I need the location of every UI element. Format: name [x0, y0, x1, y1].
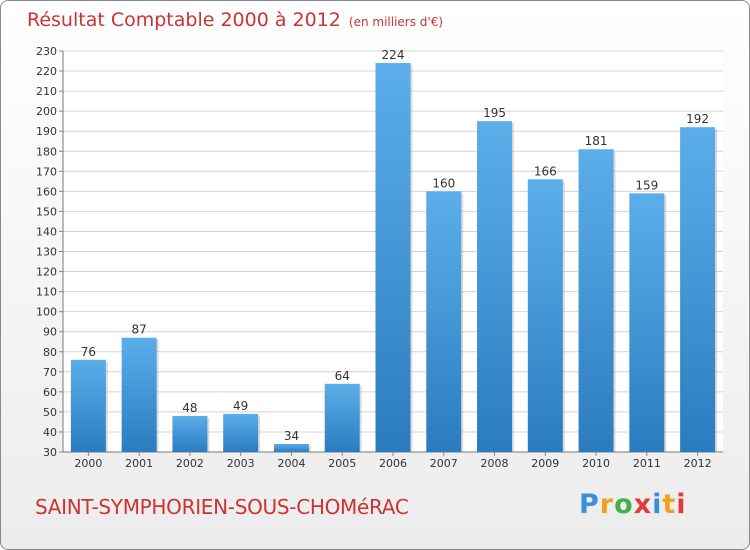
x-tick-label: 2002 — [176, 457, 204, 470]
bar — [477, 121, 513, 453]
proxiti-logo: Proxiti — [579, 489, 687, 520]
bar — [426, 191, 462, 452]
bar-value-label: 181 — [585, 134, 608, 148]
x-tick-label: 2008 — [481, 457, 509, 470]
y-tick-label: 110 — [36, 286, 57, 299]
logo-letter: i — [652, 489, 663, 520]
y-tick-label: 100 — [36, 306, 57, 319]
x-tick-label: 2006 — [379, 457, 407, 470]
x-tick-label: 2000 — [74, 457, 102, 470]
bar-value-label: 192 — [686, 112, 709, 126]
logo-letter: i — [676, 489, 687, 520]
bar — [375, 63, 411, 452]
bar-value-label: 64 — [335, 369, 350, 383]
y-tick-label: 50 — [43, 406, 57, 419]
chart-title-text: Résultat Comptable 2000 à 2012 — [27, 9, 341, 31]
x-tick-label: 2001 — [125, 457, 153, 470]
logo-letter: P — [579, 489, 600, 520]
y-tick-label: 220 — [36, 65, 57, 78]
y-tick-label: 60 — [43, 386, 57, 399]
x-tick-label: 2011 — [633, 457, 661, 470]
y-tick-label: 160 — [36, 185, 57, 198]
y-tick-label: 200 — [36, 105, 57, 118]
bar — [527, 179, 563, 452]
y-tick-label: 130 — [36, 246, 57, 259]
x-tick-label: 2003 — [227, 457, 255, 470]
bar — [223, 413, 259, 452]
bar-value-label: 49 — [233, 399, 248, 413]
bar-value-label: 166 — [534, 164, 557, 178]
bar-value-label: 87 — [132, 323, 147, 337]
bar-value-label: 159 — [635, 178, 658, 192]
y-tick-label: 90 — [43, 326, 57, 339]
y-tick-label: 230 — [36, 45, 57, 58]
bar — [273, 443, 309, 452]
bar — [172, 415, 208, 452]
bar-value-label: 160 — [432, 176, 455, 190]
logo-letter: o — [614, 489, 634, 520]
town-name: SAINT-SYMPHORIEN-SOUS-CHOMéRAC — [35, 495, 409, 519]
y-tick-label: 180 — [36, 145, 57, 158]
y-tick-label: 40 — [43, 426, 57, 439]
y-tick-label: 30 — [43, 446, 57, 459]
chart-title: Résultat Comptable 2000 à 2012 (en millie… — [27, 9, 443, 31]
y-tick-label: 140 — [36, 225, 57, 238]
x-tick-label: 2012 — [684, 457, 712, 470]
bar — [121, 337, 157, 452]
y-tick-label: 70 — [43, 366, 57, 379]
x-tick-label: 2005 — [328, 457, 356, 470]
bar — [324, 383, 360, 452]
logo-letter: r — [599, 489, 615, 520]
y-tick-label: 80 — [43, 346, 57, 359]
bar-value-label: 48 — [182, 401, 197, 415]
bar — [680, 127, 716, 452]
bar — [629, 193, 665, 453]
y-tick-label: 120 — [36, 266, 57, 279]
x-tick-label: 2009 — [531, 457, 559, 470]
bar — [578, 149, 614, 452]
x-tick-label: 2010 — [582, 457, 610, 470]
bar-value-label: 34 — [284, 429, 299, 443]
y-tick-label: 210 — [36, 85, 57, 98]
x-tick-label: 2004 — [277, 457, 305, 470]
y-tick-label: 170 — [36, 165, 57, 178]
bar-value-label: 195 — [483, 106, 506, 120]
logo-letter: t — [662, 489, 677, 520]
chart-subtitle: (en milliers d'€) — [348, 15, 444, 29]
y-tick-label: 190 — [36, 125, 57, 138]
x-tick-label: 2007 — [430, 457, 458, 470]
bar — [70, 359, 106, 452]
bar-value-label: 224 — [382, 48, 405, 62]
y-tick-label: 150 — [36, 205, 57, 218]
bar-value-label: 76 — [81, 345, 96, 359]
logo-letter: x — [633, 489, 653, 520]
